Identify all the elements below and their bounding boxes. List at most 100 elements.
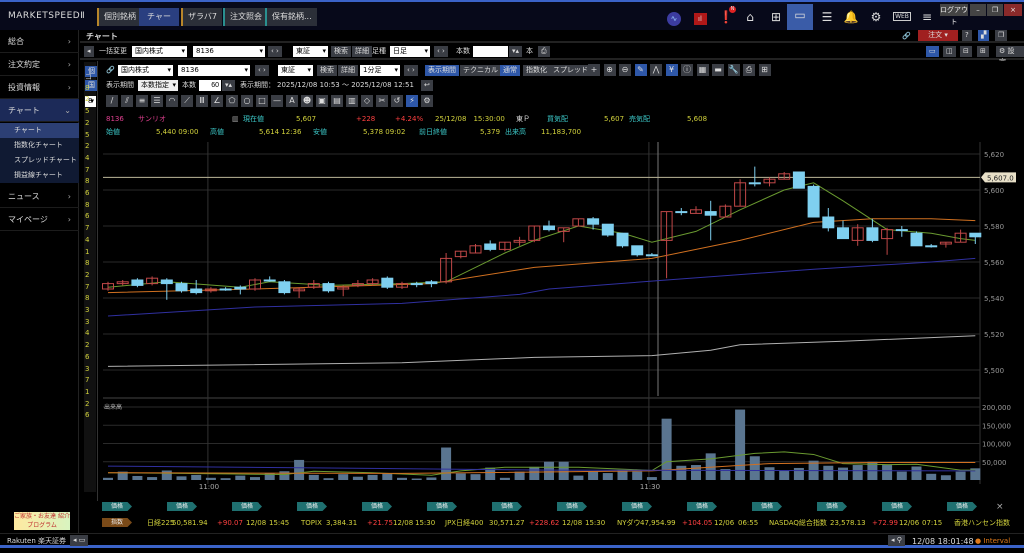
- sidebar-subitem-index-chart[interactable]: 指数化チャート: [0, 138, 79, 153]
- refresh-range-button[interactable]: ↩: [421, 80, 433, 91]
- horizontal-lines-icon[interactable]: ≡: [136, 95, 148, 107]
- tool-a-icon[interactable]: ▣: [316, 95, 328, 107]
- home-icon[interactable]: ⌂: [746, 10, 754, 24]
- price-badge[interactable]: 価格: [362, 502, 392, 511]
- minimize-button[interactable]: –: [970, 4, 986, 16]
- detail-button[interactable]: 詳細: [338, 65, 358, 76]
- zoom-out-icon[interactable]: ⊖: [619, 64, 631, 76]
- sidebar-subitem-spread-chart[interactable]: スプレッドチャート: [0, 153, 79, 168]
- order-button[interactable]: 注文 ▾: [918, 30, 958, 41]
- popout-button[interactable]: ▞: [978, 30, 990, 41]
- exchange-select[interactable]: 東証: [278, 65, 313, 76]
- tab-zaraba[interactable]: ザラバ7: [181, 8, 223, 26]
- menu-icon[interactable]: ≡: [921, 10, 933, 24]
- tab-holdings[interactable]: 保有銘柄...: [265, 8, 317, 26]
- print-icon[interactable]: ⎙: [743, 64, 755, 76]
- help-button[interactable]: ?: [962, 30, 972, 41]
- market-select[interactable]: 国内株式: [132, 46, 187, 57]
- info-icon[interactable]: ⓘ: [681, 64, 693, 76]
- user-button[interactable]: ◂ ⚲: [888, 535, 905, 546]
- count-input[interactable]: [199, 80, 221, 91]
- layout-quad-button[interactable]: ⊞: [977, 46, 989, 57]
- layout-icon[interactable]: ▭: [787, 4, 813, 30]
- circle-icon[interactable]: ○: [241, 95, 253, 107]
- count-input[interactable]: [473, 46, 508, 57]
- technical-button[interactable]: テクニカル: [460, 65, 501, 76]
- layout-split-v-button[interactable]: ◫: [943, 46, 956, 57]
- code-select[interactable]: 8136: [178, 65, 250, 76]
- referral-banner[interactable]: ご家族・お友達 紹介プログラム: [14, 512, 70, 530]
- close-button[interactable]: ×: [1004, 4, 1022, 16]
- count-stepper[interactable]: ▾▴: [222, 80, 236, 91]
- price-badge[interactable]: 価格: [947, 502, 977, 511]
- tab-order-inquiry[interactable]: 注文照会: [223, 8, 267, 26]
- notice-icon[interactable]: ❗ N: [718, 6, 736, 24]
- prev-button[interactable]: ‹ ›: [268, 46, 282, 57]
- period-nav-button[interactable]: ‹ ›: [404, 65, 418, 76]
- price-badge[interactable]: 価格: [817, 502, 847, 511]
- sidebar-item-overview[interactable]: 総合 ›: [0, 30, 79, 53]
- rectangle-icon[interactable]: □: [256, 95, 268, 107]
- draw-pen-icon[interactable]: ✎: [634, 64, 647, 76]
- board-icon[interactable]: ▥: [232, 115, 239, 123]
- prev-next-button[interactable]: ‹ ›: [255, 65, 269, 76]
- price-badge[interactable]: 価格: [622, 502, 652, 511]
- price-badge[interactable]: 価格: [752, 502, 782, 511]
- settings-icon[interactable]: ⚙: [870, 10, 882, 24]
- eraser-icon[interactable]: ◇: [361, 95, 373, 107]
- horizontal-line-icon[interactable]: —: [271, 95, 283, 107]
- period-nav-button[interactable]: ‹ ›: [434, 46, 448, 57]
- price-badge[interactable]: 価格: [882, 502, 912, 511]
- sidebar-toggle-button[interactable]: ◂ ▭: [70, 535, 89, 546]
- price-badge[interactable]: 価格: [102, 502, 132, 511]
- detail-button[interactable]: 詳細: [352, 46, 372, 57]
- arc-icon[interactable]: ◠: [166, 95, 178, 107]
- search-button[interactable]: 検索: [317, 65, 337, 76]
- tab-individual[interactable]: 個別銘柄: [97, 8, 141, 26]
- link-icon[interactable]: 🔗: [106, 66, 115, 74]
- layout-split-h-button[interactable]: ⊟: [960, 46, 972, 57]
- zoom-in-icon[interactable]: ⊕: [603, 64, 616, 76]
- sidebar-item-news[interactable]: ニュース ›: [0, 185, 79, 208]
- undo-icon[interactable]: ↺: [391, 95, 403, 107]
- layout-single-button[interactable]: ▭: [926, 46, 939, 57]
- wrench-icon[interactable]: 🔧: [727, 64, 740, 76]
- vertical-lines-icon[interactable]: Ⅲ: [196, 95, 208, 107]
- spread-button[interactable]: スプレッド: [550, 65, 591, 76]
- polygon-icon[interactable]: ⬠: [226, 95, 238, 107]
- settings-yen-icon[interactable]: ¥: [665, 64, 678, 76]
- indexed-button[interactable]: 指数化: [523, 65, 550, 76]
- price-badge[interactable]: 価格: [297, 502, 327, 511]
- logout-button[interactable]: ログアウト: [940, 4, 968, 26]
- trend-line-icon[interactable]: /: [106, 95, 118, 107]
- web-icon[interactable]: WEB: [890, 6, 914, 28]
- strip-button[interactable]: 国: [85, 80, 98, 91]
- close-ticker-icon[interactable]: ×: [996, 502, 1004, 512]
- period-select[interactable]: 日足: [390, 46, 430, 57]
- period-select[interactable]: 1分足: [360, 65, 400, 76]
- add-icon[interactable]: ⊞: [758, 64, 771, 76]
- sidebar-subitem-pnl-chart[interactable]: 損益線チャート: [0, 168, 79, 183]
- text-icon[interactable]: A: [286, 95, 298, 107]
- collapse-button[interactable]: ◂: [84, 46, 94, 57]
- normal-button[interactable]: 通常: [500, 65, 520, 76]
- crosshair-icon[interactable]: +: [588, 64, 600, 76]
- add-window-icon[interactable]: ⊞: [770, 10, 782, 24]
- channel-icon[interactable]: ⫽: [121, 95, 133, 107]
- count-stepper[interactable]: ▾▴: [509, 46, 523, 57]
- wand-icon[interactable]: ⚡: [406, 95, 418, 107]
- fibonacci-icon[interactable]: ☰: [151, 95, 163, 107]
- draw-settings-icon[interactable]: ⚙: [421, 95, 433, 107]
- sidebar-item-chart[interactable]: チャート ⌄: [0, 99, 79, 122]
- strip-button[interactable]: 個: [85, 66, 98, 77]
- search-button[interactable]: 検索: [331, 46, 351, 57]
- grid-icon[interactable]: ▦: [696, 64, 709, 76]
- market-select[interactable]: 国内株式: [118, 65, 173, 76]
- stamp-icon[interactable]: ☻: [301, 95, 313, 107]
- price-badge[interactable]: 価格: [232, 502, 262, 511]
- cut-icon[interactable]: ✂: [376, 95, 388, 107]
- price-badge[interactable]: 価格: [687, 502, 717, 511]
- print-button[interactable]: ⎙: [538, 46, 550, 57]
- link-icon[interactable]: 🔗: [902, 32, 911, 40]
- angle-icon[interactable]: ∠: [211, 95, 223, 107]
